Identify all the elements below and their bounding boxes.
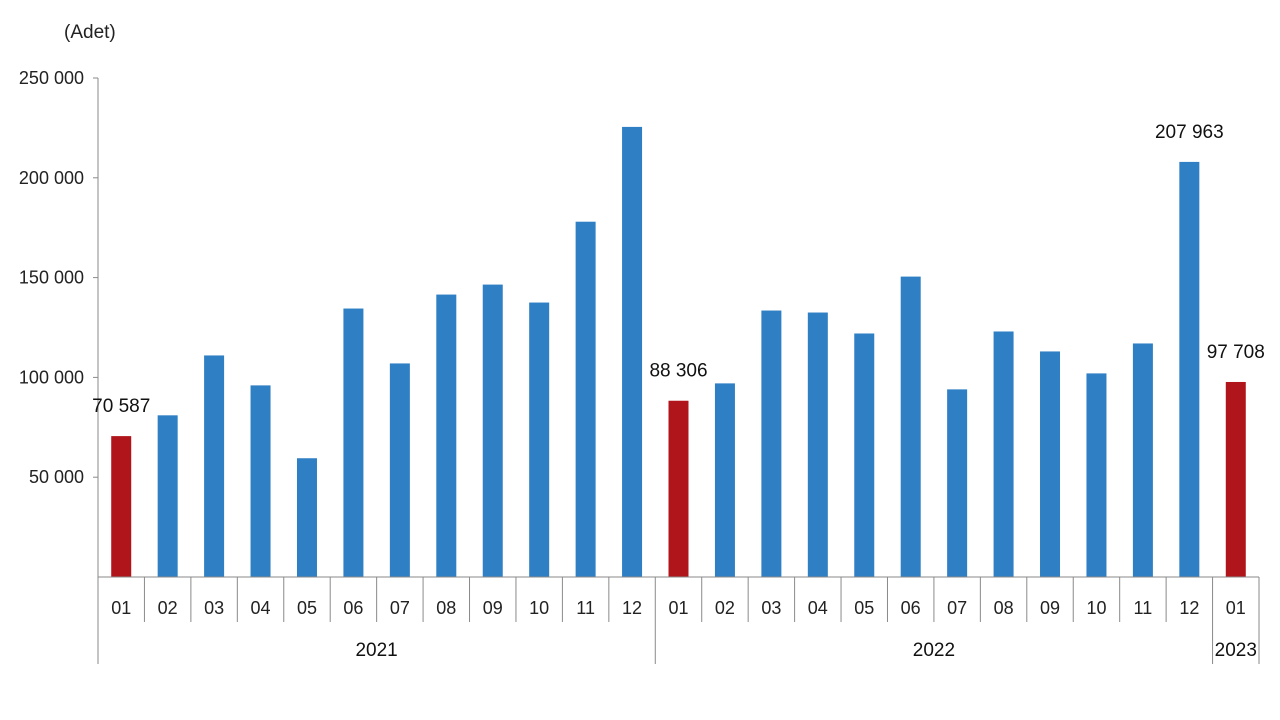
bar: [854, 333, 875, 577]
bar: [250, 385, 271, 577]
x-tick-label: 07: [947, 598, 967, 618]
x-axis: 01 02 03 04 05 06 07 08 09 10 11 12 01 02 03 04 05 06 07 08…: [97, 576, 1260, 664]
bar: [157, 415, 178, 577]
x-tick-label: 10: [529, 598, 549, 618]
x-tick-label: 11: [576, 598, 595, 618]
bar: [900, 276, 921, 577]
y-tick-label: 250 000: [19, 68, 84, 88]
data-label: 88 306: [649, 361, 707, 382]
x-year-label: 2022: [913, 640, 955, 661]
x-tick-label: 09: [1040, 598, 1060, 618]
y-tick-label: 200 000: [19, 168, 84, 188]
x-tick-label: 01: [1226, 598, 1246, 618]
bar: [668, 400, 689, 577]
x-tick-label: 04: [251, 598, 271, 618]
x-tick-label: 02: [158, 598, 178, 618]
x-tick-label: 08: [994, 598, 1014, 618]
bar: [807, 312, 828, 577]
y-tick-label: 50 000: [29, 467, 84, 487]
x-year-label: 2023: [1215, 640, 1257, 661]
bar: [575, 221, 596, 577]
bar: [343, 308, 364, 577]
data-label: 97 708: [1207, 342, 1265, 363]
x-tick-label: 06: [343, 598, 363, 618]
x-tick-label: 11: [1134, 598, 1153, 618]
y-axis: 50 000 100 000 150 000 200 000 250 000: [19, 68, 99, 577]
y-tick-label: 150 000: [19, 268, 84, 288]
bar: [1086, 373, 1107, 577]
x-tick-label: 03: [761, 598, 781, 618]
bar: [111, 436, 132, 577]
x-tick-label: 01: [668, 598, 688, 618]
x-tick-label: 09: [483, 598, 503, 618]
x-tick-label: 05: [854, 598, 874, 618]
bar: [1179, 161, 1200, 577]
bar: [1225, 381, 1246, 577]
bar: [296, 458, 317, 577]
x-tick-label: 08: [436, 598, 456, 618]
x-tick-label: 12: [1179, 598, 1199, 618]
data-label: 70 587: [92, 396, 150, 417]
x-tick-label: 02: [715, 598, 735, 618]
bar: [993, 331, 1014, 577]
x-tick-label: 12: [622, 598, 642, 618]
bar: [947, 389, 968, 577]
bar: [1040, 351, 1061, 577]
bar: [622, 126, 643, 577]
bar: [761, 310, 782, 577]
x-tick-label: 05: [297, 598, 317, 618]
y-tick-label: 100 000: [19, 367, 84, 387]
x-year-label: 2021: [355, 640, 397, 661]
data-labels: 70 587 88 306 207 963 97 708: [92, 122, 1265, 417]
x-tick-label: 04: [808, 598, 828, 618]
x-tick-label: 10: [1086, 598, 1106, 618]
bar: [1132, 343, 1153, 577]
data-label: 207 963: [1155, 122, 1224, 143]
bar: [436, 294, 457, 577]
x-tick-label: 07: [390, 598, 410, 618]
bar: [529, 302, 550, 577]
bar: [714, 383, 735, 577]
bar: [482, 284, 503, 577]
x-tick-label: 03: [204, 598, 224, 618]
x-tick-label: 06: [901, 598, 921, 618]
bars: [111, 126, 1246, 577]
x-tick-label: 01: [111, 598, 131, 618]
unit-label: (Adet): [64, 22, 116, 43]
bar: [204, 355, 225, 577]
bar: [389, 363, 410, 577]
